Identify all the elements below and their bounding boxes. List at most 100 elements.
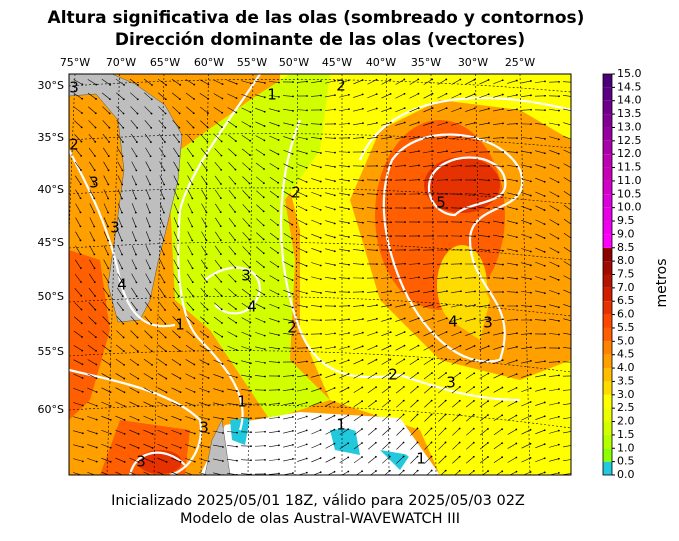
vector-head <box>516 387 518 389</box>
vector-head <box>108 281 110 283</box>
vector-head <box>375 428 377 430</box>
vector-head <box>264 321 266 323</box>
vector-head <box>192 183 194 185</box>
vector-head <box>530 443 532 445</box>
vector-head <box>137 350 139 352</box>
vector-head <box>306 320 308 322</box>
vector-head <box>376 304 378 306</box>
vector-head <box>501 400 503 402</box>
vector-head <box>376 359 378 361</box>
vector-head <box>516 137 518 139</box>
vector-head <box>544 333 546 335</box>
contour-label: 2 <box>291 184 301 202</box>
vector-head <box>530 305 532 307</box>
vector-head <box>431 442 433 444</box>
vector-head <box>149 226 151 228</box>
vector-head <box>488 345 490 347</box>
vector-head <box>194 433 196 435</box>
vector-head <box>404 304 406 306</box>
vector-head <box>250 431 252 433</box>
colorbar-band <box>603 355 612 368</box>
colorbar-band <box>603 248 612 261</box>
vector-head <box>136 309 138 311</box>
vector-head <box>501 387 503 389</box>
vector-head <box>221 112 223 114</box>
vector-head <box>151 391 153 393</box>
vector-head <box>222 432 224 434</box>
vector-head <box>431 78 433 80</box>
vector-head <box>149 170 151 172</box>
vector-head <box>81 126 83 128</box>
vector-head <box>558 81 560 83</box>
vector-head <box>179 364 181 366</box>
vector-head <box>348 180 350 182</box>
vector-head <box>417 358 419 360</box>
vector-head <box>390 235 392 237</box>
vector-head <box>501 470 503 472</box>
vector-head <box>572 307 574 309</box>
vector-head <box>516 319 518 321</box>
vector-head <box>390 277 392 279</box>
vector-head <box>320 181 322 183</box>
vector-head <box>235 154 237 156</box>
vector-head <box>306 237 308 239</box>
vector-head <box>94 141 96 143</box>
vector-head <box>138 419 140 421</box>
vector-head <box>96 433 98 435</box>
vector-head <box>390 318 392 320</box>
contour-label: 2 <box>287 319 297 337</box>
vector-head <box>431 428 433 430</box>
vector-head <box>234 197 236 199</box>
vector-head <box>278 321 280 323</box>
vector-head <box>137 391 139 393</box>
vector-head <box>306 167 308 169</box>
vector-head <box>376 263 378 265</box>
vector-head <box>487 373 489 375</box>
vector-head <box>135 198 137 200</box>
vector-head <box>320 95 322 97</box>
vector-head <box>249 253 251 255</box>
lon-label: 55°W <box>237 56 267 69</box>
vector-head <box>460 93 462 95</box>
vector-head <box>515 457 517 459</box>
vector-head <box>544 124 546 126</box>
vector-head <box>163 226 165 228</box>
vector-head <box>178 127 180 129</box>
vector-head <box>234 239 236 241</box>
vector-head <box>263 196 265 198</box>
vector-head <box>544 109 546 111</box>
colorbar-tick-label: 1.5 <box>617 428 635 441</box>
vector-head <box>235 112 237 114</box>
vector-head <box>149 184 151 186</box>
contour-label: 3 <box>89 174 99 192</box>
vector-head <box>404 235 406 237</box>
colorbar-band <box>603 301 612 314</box>
vector-head <box>459 79 461 81</box>
vector-head <box>334 109 336 111</box>
vector-head <box>572 139 574 141</box>
vector-head <box>516 264 518 266</box>
vector-head <box>348 359 350 361</box>
vector-head <box>292 124 294 126</box>
vector-head <box>544 95 546 97</box>
vector-head <box>320 388 322 390</box>
vector-head <box>347 456 349 458</box>
vector-head <box>151 364 153 366</box>
vector-head <box>502 277 504 279</box>
colorbar-band <box>603 261 612 274</box>
colorbar-tick-label: 15.0 <box>617 67 642 80</box>
vector-head <box>516 278 518 280</box>
lon-label: 75°W <box>60 56 90 69</box>
vector-head <box>320 292 322 294</box>
colorbar-band <box>603 381 612 394</box>
vector-head <box>557 224 559 226</box>
vector-head <box>306 109 308 111</box>
vector-head <box>530 80 532 82</box>
vector-head <box>418 122 420 124</box>
vector-head <box>460 345 462 347</box>
vector-head <box>502 137 504 139</box>
vector-head <box>306 209 308 211</box>
vector-head <box>122 141 124 143</box>
vector-head <box>334 152 336 154</box>
vector-head <box>178 281 180 283</box>
